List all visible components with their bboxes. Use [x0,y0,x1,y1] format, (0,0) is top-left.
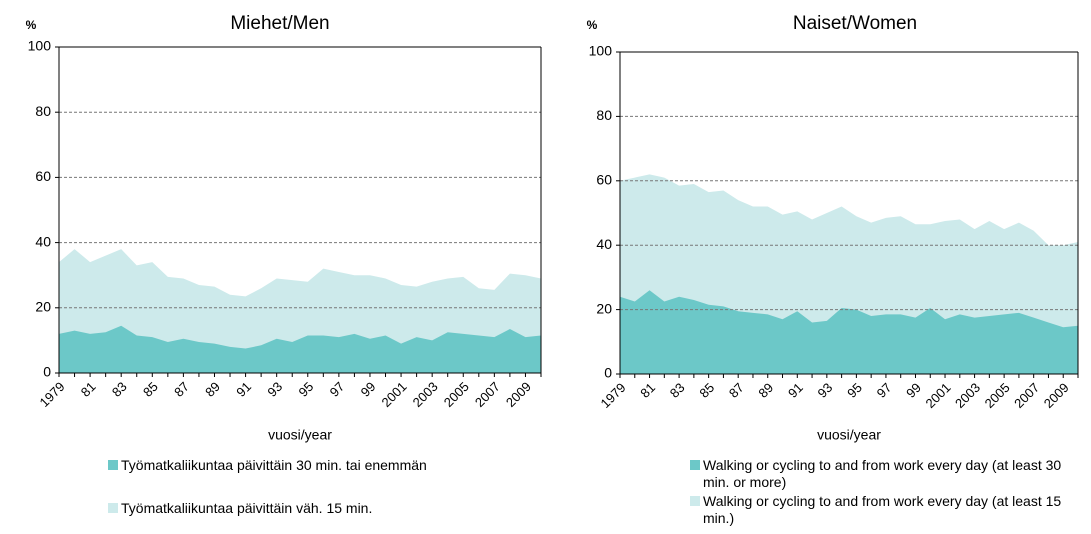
x-tick-label: 91 [785,380,806,401]
x-tick-label: 2001 [923,380,954,411]
x-tick-label: 97 [874,380,895,401]
x-tick-label: 1979 [36,379,67,410]
legend-entry: Walking or cycling to and from work ever… [690,493,1080,527]
y-tick-label: 20 [596,300,612,316]
area [620,290,1078,374]
y-axis-label: % [26,18,37,32]
x-tick-label: 2007 [1011,380,1042,411]
chart-title: Miehet/Men [230,13,329,34]
x-tick-label: 2005 [441,379,472,410]
x-tick-label: 93 [264,379,285,400]
x-tick-label: 83 [667,380,688,401]
legend-label: Walking or cycling to and from work ever… [703,457,1062,490]
x-tick-label: 2001 [379,379,410,410]
legend-swatch [108,460,118,470]
y-tick-label: 0 [604,365,612,381]
x-tick-label: 89 [755,380,776,401]
y-tick-label: 40 [35,233,51,249]
y-tick-label: 20 [35,299,51,315]
x-tick-label: 87 [726,380,747,401]
legend-swatch [108,503,118,513]
legend-label: Walking or cycling to and from work ever… [703,493,1062,526]
legend-entry: Walking or cycling to and from work ever… [690,457,1080,491]
legend-entry: Työmatkaliikuntaa päivittäin väh. 15 min… [108,500,468,517]
x-axis-label: vuosi/year [268,427,332,443]
x-tick-label: 2003 [410,379,441,410]
x-tick-label: 99 [903,380,924,401]
x-tick-label: 2009 [503,379,534,410]
y-tick-label: 60 [596,172,612,188]
legend-label: Työmatkaliikuntaa päivittäin väh. 15 min… [121,500,373,516]
x-tick-label: 95 [295,379,316,400]
x-tick-label: 1979 [597,380,628,411]
x-tick-label: 89 [202,379,223,400]
area [59,325,541,373]
y-axis-label: % [587,18,598,32]
x-tick-label: 93 [815,380,836,401]
x-tick-label: 81 [637,380,658,401]
x-tick-label: 2007 [472,379,503,410]
x-tick-label: 2003 [952,380,983,411]
legend-label: Työmatkaliikuntaa päivittäin 30 min. tai… [121,457,427,473]
x-tick-label: 97 [327,379,348,400]
x-axis-label: vuosi/year [817,427,881,443]
y-tick-label: 0 [43,364,51,380]
y-tick-label: 100 [28,38,52,54]
chart-title: Naiset/Women [793,13,917,34]
y-tick-label: 80 [596,107,612,123]
x-tick-label: 91 [233,379,254,400]
x-tick-label: 2005 [982,380,1013,411]
x-tick-label: 2009 [1041,380,1072,411]
x-tick-label: 85 [140,379,161,400]
legend-swatch [690,460,700,470]
x-tick-label: 83 [109,379,130,400]
x-tick-label: 95 [844,380,865,401]
y-tick-label: 80 [35,103,51,119]
y-tick-label: 40 [596,236,612,252]
x-tick-label: 85 [696,380,717,401]
x-tick-label: 87 [171,379,192,400]
x-tick-label: 81 [78,379,99,400]
legend-swatch [690,496,700,506]
y-tick-label: 60 [35,168,51,184]
x-tick-label: 99 [358,379,379,400]
y-tick-label: 100 [589,43,613,59]
legend-entry: Työmatkaliikuntaa päivittäin 30 min. tai… [108,457,468,474]
